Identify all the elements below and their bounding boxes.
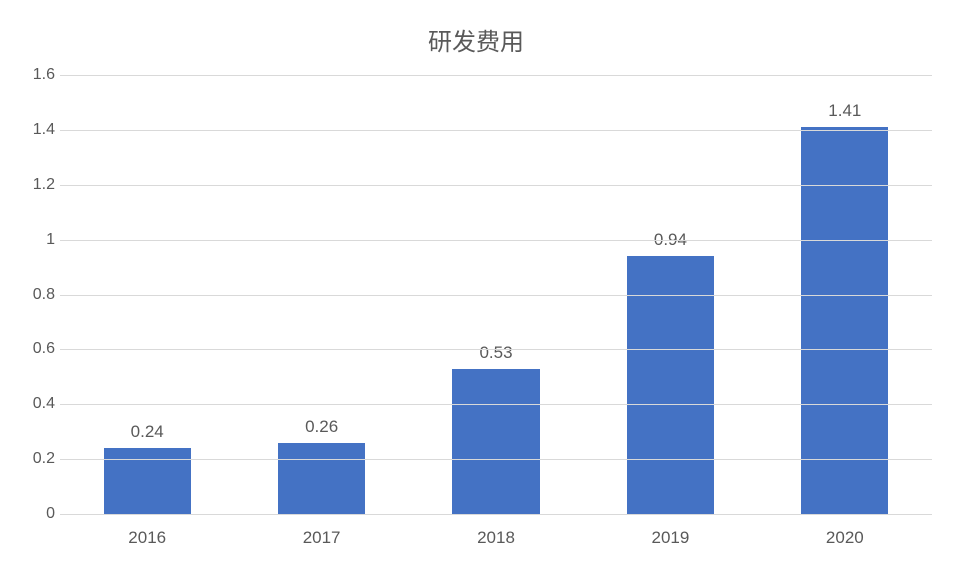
bar-value-label: 0.53 <box>479 343 512 363</box>
x-tick-label: 2017 <box>234 520 408 555</box>
y-tick-label: 0.4 <box>10 395 55 413</box>
gridline <box>60 404 932 405</box>
chart-title: 研发费用 <box>10 10 942 65</box>
y-tick-label: 0.8 <box>10 286 55 304</box>
y-tick-label: 1.6 <box>10 66 55 84</box>
x-tick-label: 2018 <box>409 520 583 555</box>
y-tick-label: 1 <box>10 231 55 249</box>
chart-container: 研发费用 0.240.260.530.941.41 00.20.40.60.81… <box>0 0 962 578</box>
x-tick-label: 2016 <box>60 520 234 555</box>
bar <box>104 448 191 514</box>
gridline <box>60 240 932 241</box>
y-tick-label: 0.6 <box>10 340 55 358</box>
x-tick-label: 2020 <box>758 520 932 555</box>
bar-value-label: 1.41 <box>828 101 861 121</box>
gridline <box>60 185 932 186</box>
bar <box>452 369 539 514</box>
bar-value-label: 0.24 <box>131 422 164 442</box>
y-tick-label: 1.2 <box>10 176 55 194</box>
y-tick-label: 1.4 <box>10 121 55 139</box>
plot-area: 0.240.260.530.941.41 00.20.40.60.811.21.… <box>60 75 932 515</box>
gridline <box>60 295 932 296</box>
x-tick-label: 2019 <box>583 520 757 555</box>
gridline <box>60 130 932 131</box>
bar <box>278 443 365 514</box>
gridline <box>60 349 932 350</box>
y-tick-label: 0 <box>10 505 55 523</box>
gridline <box>60 75 932 76</box>
plot-wrap: 0.240.260.530.941.41 00.20.40.60.811.21.… <box>60 65 932 555</box>
gridline <box>60 459 932 460</box>
bar-value-label: 0.26 <box>305 417 338 437</box>
y-tick-label: 0.2 <box>10 450 55 468</box>
x-axis-labels: 20162017201820192020 <box>60 520 932 555</box>
